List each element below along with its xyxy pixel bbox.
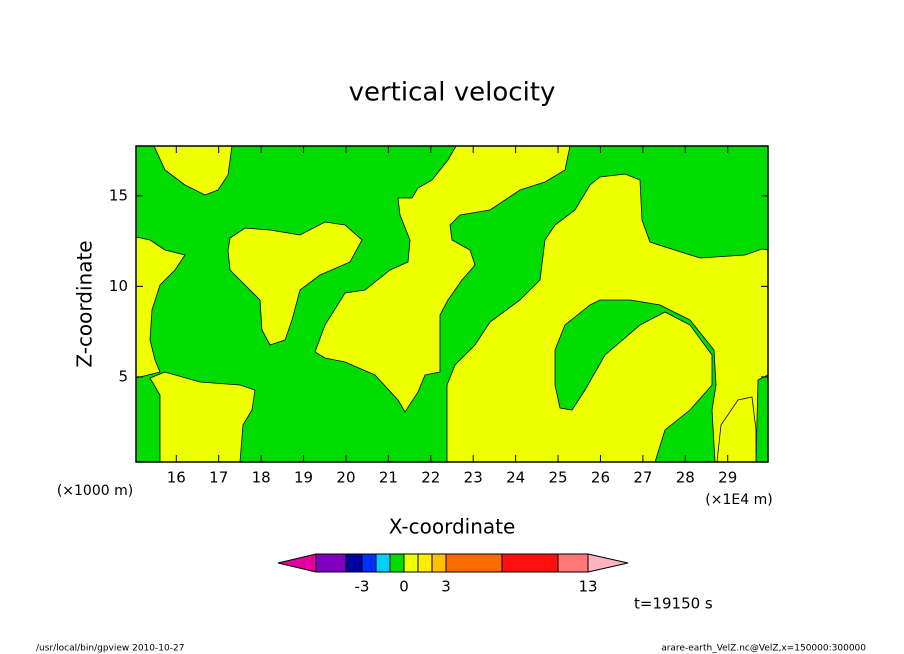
plot-area: 16 17 18 19 20 21 22 23 24 25 26 27 28 29 5 10 15: [109, 145, 769, 487]
chart-title: vertical velocity: [349, 78, 556, 108]
x-axis-label: X-coordinate: [389, 515, 516, 539]
colorbar-box: [403, 553, 419, 573]
x-tick-label: 18: [252, 469, 271, 487]
colorbar-box: [445, 553, 503, 573]
x-tick-label: 19: [294, 469, 313, 487]
x-unit-label: (×1000 m): [57, 483, 133, 499]
colorbar-box: [361, 553, 377, 573]
contour-region: [135, 236, 186, 379]
colorbar-tick-label: 13: [578, 578, 597, 596]
contour-region: [227, 221, 363, 346]
x-tick-label: 26: [591, 469, 610, 487]
contour-region: [314, 145, 571, 413]
contour-region: [153, 145, 233, 196]
x-tick-label: 28: [676, 469, 695, 487]
contour-region: [554, 299, 717, 463]
colorbar-box: [345, 553, 363, 573]
footer: arare-earth_VelZ.nc@VelZ,x=150000:300000: [661, 644, 866, 654]
x-tick-label: 22: [421, 469, 440, 487]
footer: /usr/local/bin/gpview 2010-10-27: [36, 644, 184, 654]
colorbar-tick-label: 0: [399, 578, 409, 596]
x-tick-label: 20: [336, 469, 355, 487]
x-unit-label: (×1E4 m): [705, 492, 772, 508]
plot-frame: [135, 145, 769, 463]
colorbar-tick-label: -3: [355, 578, 370, 596]
x-tick-label: 21: [379, 469, 398, 487]
x-tick-label: 16: [167, 469, 186, 487]
x-tick-label: 23: [464, 469, 483, 487]
colorbar-box: [315, 553, 347, 573]
y-tick-label: 15: [109, 186, 128, 204]
colorbar-tick-label: 3: [441, 578, 451, 596]
y-axis-label: Z-coordinate: [73, 240, 97, 367]
y-tick-label: 5: [118, 367, 128, 385]
colorbar-box: [587, 553, 629, 573]
colorbar-box: [417, 553, 433, 573]
colorbar-box: [389, 553, 405, 573]
time-label: t=19150 s: [634, 595, 713, 613]
x-tick-label: 25: [548, 469, 567, 487]
colorbar-box: [277, 553, 317, 573]
colorbar-box: [431, 553, 447, 573]
colorbar-box: [501, 553, 559, 573]
y-tick-label: 10: [109, 277, 128, 295]
x-tick-label: 17: [209, 469, 228, 487]
x-tick-label: 24: [506, 469, 525, 487]
colorbar: -3 0 3 13: [277, 553, 629, 596]
colorbar-box: [557, 553, 589, 573]
x-tick-label: 27: [633, 469, 652, 487]
contour-region: [149, 371, 256, 463]
x-tick-label: 29: [718, 469, 737, 487]
colorbar-box: [375, 553, 391, 573]
